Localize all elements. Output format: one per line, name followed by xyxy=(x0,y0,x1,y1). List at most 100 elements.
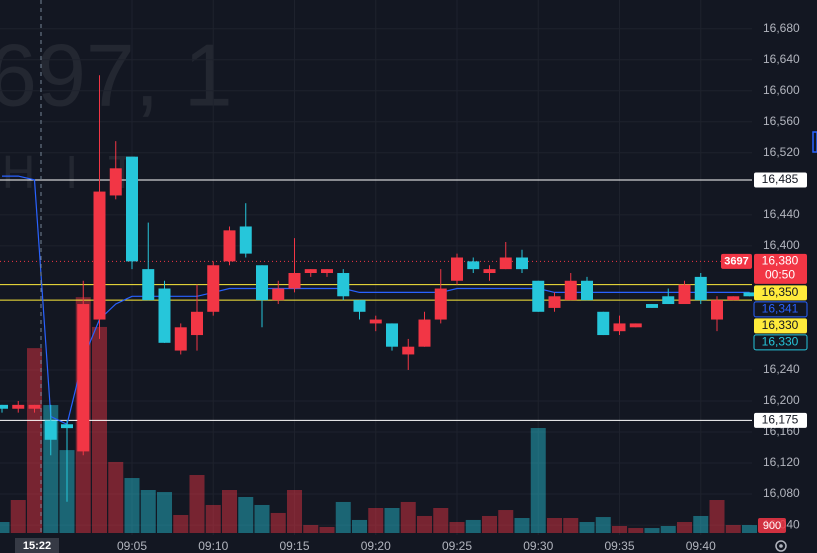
candle-body xyxy=(126,156,138,262)
volume-bar xyxy=(27,348,42,533)
price-label-box xyxy=(753,301,808,318)
candle-body xyxy=(434,288,447,320)
volume-label-box xyxy=(758,518,786,533)
candle-body xyxy=(386,323,398,347)
candle-body xyxy=(44,420,57,440)
volume-bar xyxy=(660,525,676,533)
candle-body xyxy=(613,323,626,332)
volume-bar xyxy=(498,510,514,533)
side-button[interactable] xyxy=(812,131,817,153)
candle-body xyxy=(694,276,707,301)
volume-bar xyxy=(579,522,595,533)
candle-body xyxy=(191,311,203,336)
price-label: 16,350 xyxy=(762,285,799,299)
x-tick-label: 09:35 xyxy=(604,539,634,553)
volume-bar xyxy=(482,515,497,533)
volume-bar xyxy=(10,500,26,533)
price-label: 16,330 xyxy=(762,318,799,332)
x-tick-label: 09:40 xyxy=(686,539,716,553)
settings-gear-center xyxy=(779,544,783,548)
candle-body xyxy=(223,230,236,262)
candle-body xyxy=(402,346,415,355)
volume-bar xyxy=(725,525,741,533)
candle-body xyxy=(207,265,220,312)
candle-body xyxy=(678,284,691,305)
candle-body xyxy=(451,257,463,281)
y-tick-label: 16,600 xyxy=(763,83,800,97)
candle-body xyxy=(337,273,350,297)
candle-body xyxy=(727,296,740,301)
y-tick-label: 16,640 xyxy=(763,52,800,66)
volume-bar xyxy=(352,519,367,533)
y-tick-label: 16,400 xyxy=(763,238,800,252)
candle-body xyxy=(12,404,25,409)
price-label: 16,380 xyxy=(762,254,799,268)
candle-body xyxy=(0,404,8,409)
x-tick-label: 09:30 xyxy=(523,539,553,553)
candle-body xyxy=(142,269,155,301)
candle-body xyxy=(499,257,512,270)
candle-body xyxy=(516,257,528,270)
volume-bar xyxy=(530,428,546,533)
volume-bar xyxy=(612,525,627,533)
volume-bar xyxy=(449,522,465,533)
candle-body xyxy=(532,280,545,312)
ma-line xyxy=(2,175,750,426)
candle-body xyxy=(662,296,675,305)
volume-bar xyxy=(270,512,286,533)
volume-label: 900 xyxy=(763,520,781,532)
candle-body xyxy=(321,269,333,274)
settings-icon[interactable] xyxy=(775,540,787,552)
volume-bar xyxy=(287,489,302,533)
price-label-box xyxy=(754,285,807,301)
y-tick-label: 16,240 xyxy=(763,362,800,376)
watermark-subtitle: HIT xyxy=(2,146,166,198)
volume-bar xyxy=(92,326,107,533)
candle-body xyxy=(353,300,366,312)
candle-body xyxy=(564,280,577,301)
crosshair-time-box xyxy=(15,538,59,553)
volume-bar xyxy=(417,515,432,533)
price-lines xyxy=(0,175,752,426)
volume-bar xyxy=(124,478,140,533)
axes: 16,680 16,640 16,600 16,560 16,520 16,440 16,4… xyxy=(117,21,808,553)
volume-bar xyxy=(400,501,416,533)
candle-body xyxy=(61,424,73,429)
candle-body xyxy=(581,280,593,301)
candle-body xyxy=(483,269,496,274)
price-label-box xyxy=(753,334,808,351)
candle-body xyxy=(743,292,756,297)
volume-bar xyxy=(693,515,709,533)
last-price-tag: 3697 xyxy=(724,255,748,267)
volume-bar xyxy=(335,501,351,533)
candle-body xyxy=(109,168,122,196)
volume-bar xyxy=(238,497,254,533)
y-tick-label: 16,080 xyxy=(763,486,800,500)
price-label-box xyxy=(754,318,807,334)
y-tick-label: 16,440 xyxy=(763,207,800,221)
price-label: 16,485 xyxy=(762,172,799,186)
volume-bar xyxy=(644,528,660,533)
candle-body xyxy=(93,191,106,320)
candle-body xyxy=(646,304,658,308)
candles xyxy=(0,75,756,502)
x-tick-label: 09:15 xyxy=(279,539,309,553)
x-tick-label: 09:25 xyxy=(442,539,472,553)
settings-gear[interactable] xyxy=(775,540,787,552)
volume-bar xyxy=(222,489,237,533)
watermark-title: 697, 1 xyxy=(0,25,233,124)
volume-bar xyxy=(433,507,449,533)
candle-body xyxy=(256,265,268,301)
volume-bar xyxy=(254,504,270,533)
volume-bar xyxy=(465,519,481,533)
volume-bar xyxy=(157,492,172,533)
volume-bar xyxy=(742,525,757,533)
candle-body xyxy=(597,311,610,336)
x-tick-label: 09:10 xyxy=(198,539,228,553)
volume-bar xyxy=(173,515,189,533)
candle-body xyxy=(548,296,561,308)
volume-bar xyxy=(303,525,319,533)
volume-bar xyxy=(368,507,384,533)
x-tick-label: 09:05 xyxy=(117,539,147,553)
candle-body xyxy=(629,323,642,328)
